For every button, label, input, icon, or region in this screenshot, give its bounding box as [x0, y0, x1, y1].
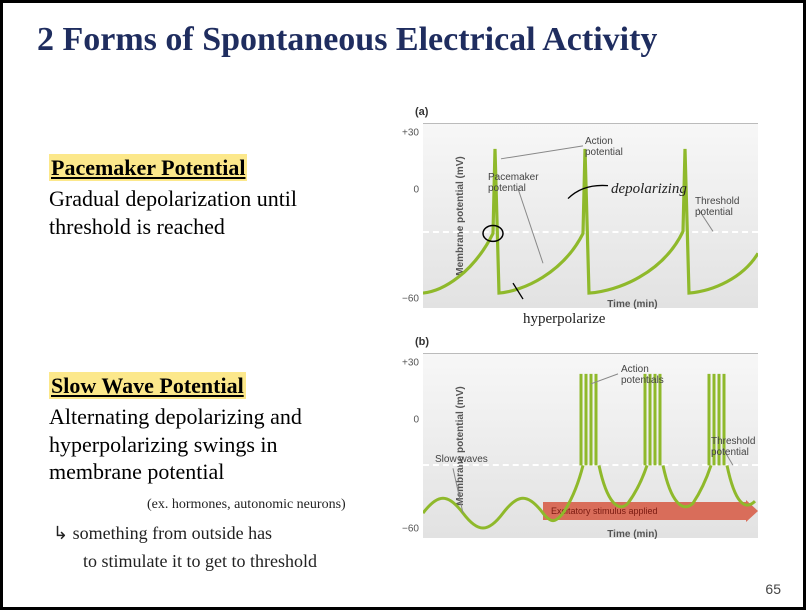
label-action-potential: Action potential	[585, 136, 623, 158]
section-slowwave: Slow Wave Potential Alternating depolari…	[49, 373, 359, 486]
chart-b-tick-n60: −60	[402, 523, 419, 534]
chart-a-tick-n60: −60	[402, 293, 419, 304]
section-pacemaker: Pacemaker Potential Gradual depolarizati…	[49, 155, 359, 240]
chart-b-svg	[423, 354, 758, 538]
chart-a-tick-0: 0	[413, 185, 419, 196]
page-title: 2 Forms of Spontaneous Electrical Activi…	[3, 3, 803, 59]
chart-b: (b) Membrane potential (mV) Time (min) E…	[423, 353, 758, 538]
body-pacemaker: Gradual depolarization until threshold i…	[49, 185, 359, 240]
annotation-depolarizing: depolarizing	[611, 181, 687, 198]
annotation-hyperpolarize: hyperpolarize	[523, 311, 605, 328]
label-threshold-potential-b: Threshold potential	[711, 436, 755, 458]
label-action-potentials: Action potentials	[621, 364, 664, 386]
body-slowwave: Alternating depolarizing and hyperpolari…	[49, 403, 359, 486]
heading-slowwave: Slow Wave Potential	[49, 372, 246, 399]
chart-a-tick-30: +30	[402, 128, 419, 139]
annotation-ex-note: (ex. hormones, autonomic neurons)	[147, 497, 346, 513]
chart-a-tag: (a)	[415, 106, 428, 118]
chart-a: (a) Membrane potential (mV) Time (min) A…	[423, 123, 758, 308]
heading-pacemaker: Pacemaker Potential	[49, 154, 247, 181]
chart-b-spikes	[581, 374, 724, 466]
annotation-arrow-depolarizing	[568, 185, 608, 198]
page-number: 65	[765, 581, 781, 597]
annotation-outside-1: ↳ something from outside has	[53, 523, 272, 544]
chart-b-tick-30: +30	[402, 358, 419, 369]
label-slow-waves: Slow waves	[435, 454, 488, 465]
label-pacemaker-potential: Pacemaker potential	[488, 172, 539, 194]
label-threshold-potential-a: Threshold potential	[695, 196, 739, 218]
chart-b-tick-0: 0	[413, 415, 419, 426]
annotation-outside-2: to stimulate it to get to threshold	[83, 551, 317, 572]
chart-b-tag: (b)	[415, 336, 429, 348]
chart-b-slow-wave	[423, 465, 755, 528]
chart-a-trace	[423, 149, 758, 293]
